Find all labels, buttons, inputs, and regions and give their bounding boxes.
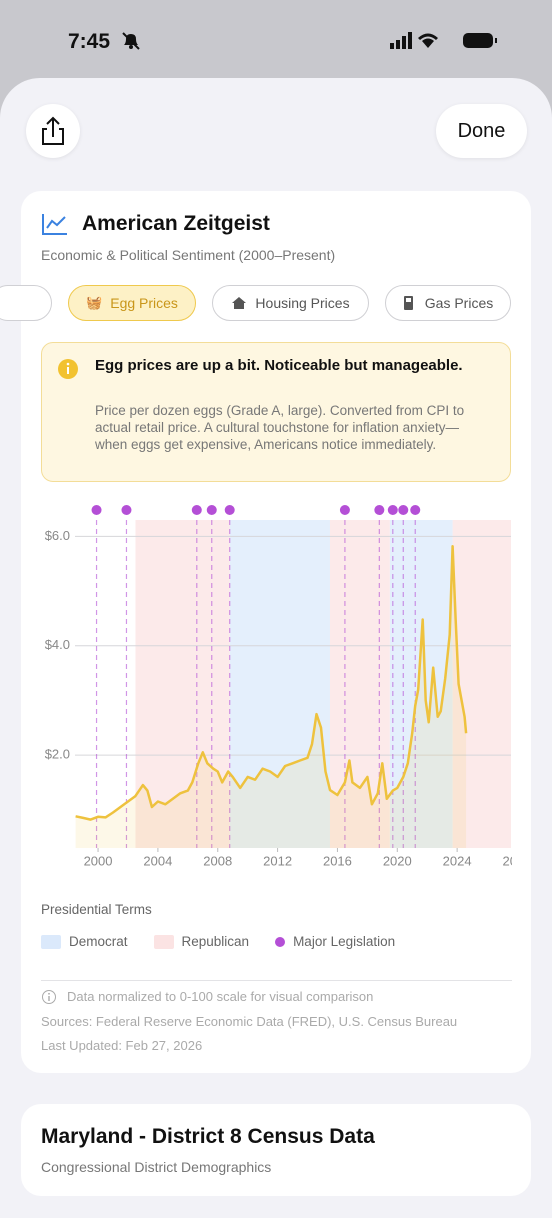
legend-label: Democrat [69,934,128,949]
district-card [21,1104,531,1196]
x-tick-label: 2012 [263,853,292,868]
tab-label: Housing Prices [255,295,350,311]
tab-label: Gas Prices [424,295,494,311]
tab-icon [403,296,413,310]
legislation-dot [121,505,132,515]
legislation-dot [91,505,102,515]
legend-label: Major Legislation [293,934,396,949]
legend-swatch [153,934,174,949]
info-box [41,342,511,482]
tab[interactable]: Gas Prices [385,285,511,321]
mute-icon [122,32,140,50]
x-tick-label: 2004 [143,853,172,868]
legislation-dot [224,505,235,515]
legislation-dot [387,505,398,515]
y-tick-label: $2.0 [45,747,70,762]
footer-note: Data normalized to 0-100 scale for visua… [67,989,374,1004]
legislation-dot [410,505,421,515]
legend-swatch [41,934,61,949]
legend-swatch [275,936,286,947]
footer-updated: Last Updated: Feb 27, 2026 [41,1038,203,1053]
legislation-dot [339,505,350,515]
term-span [229,520,330,848]
divider [41,980,512,981]
term-span [389,520,453,848]
x-tick-label: 2016 [323,853,352,868]
info-icon [58,359,78,379]
legislation-dot [374,505,385,515]
x-tick-label: 2008 [203,853,232,868]
district-subtitle: Congressional District Demographics [41,1159,272,1175]
x-tick-label: 2028 [503,853,532,868]
info-body: Price per dozen eggs (Grade A, large). C… [95,403,465,452]
area-fill [75,546,467,848]
chart-icon [42,214,67,235]
tab-icon [232,297,247,309]
tab-label: Egg Prices [110,295,178,311]
share-icon [42,116,64,145]
y-tick-label: $6.0 [45,528,70,543]
tab[interactable] [0,285,52,321]
card-title: American Zeitgeist [82,212,270,235]
district-title: Maryland - District 8 Census Data [41,1125,375,1148]
tab-icon: 🧺 [86,295,103,310]
legislation-dot [191,505,202,515]
share-button[interactable] [26,104,80,158]
price-line [75,544,468,821]
status-time: 7:45 [68,30,111,53]
term-span [452,520,511,848]
tab-active[interactable]: 🧺 Egg Prices [68,285,196,321]
done-button[interactable]: Done [436,104,527,158]
legend: Democrat Republican Major Legislation [41,934,395,949]
legislation-dot [206,505,217,515]
info-heading: Egg prices are up a bit. Noticeable but … [95,357,463,374]
legend-label: Republican [181,934,250,949]
note-icon [42,990,56,1004]
x-tick-label: 2020 [383,853,412,868]
card-subtitle: Economic & Political Sentiment (2000–Pre… [41,247,336,263]
legend-title: Presidential Terms [41,902,152,917]
tab[interactable]: Housing Prices [212,285,369,321]
status-icons [390,32,497,49]
x-tick-label: 2000 [84,853,113,868]
x-tick-label: 2024 [443,853,472,868]
y-tick-label: $4.0 [45,637,70,652]
legislation-dot [398,505,409,515]
footer-sources: Sources: Federal Reserve Economic Data (… [41,1014,458,1029]
